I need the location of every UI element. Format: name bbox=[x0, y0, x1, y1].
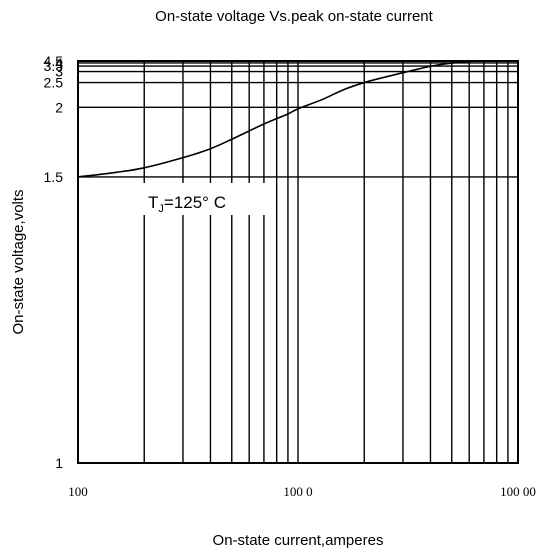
y-tick-label-5: 3.5 bbox=[44, 58, 64, 74]
x-tick-label-0: 100 bbox=[68, 484, 88, 499]
x-tick-label-1: 100 0 bbox=[283, 484, 312, 499]
annotation-rest: =125° C bbox=[164, 193, 226, 212]
x-tick-labels: 100 100 0 100 00 bbox=[68, 484, 536, 499]
annotation-background bbox=[140, 183, 268, 215]
junction-temperature-annotation: TJ=125° C bbox=[148, 193, 226, 215]
y-tick-label-1: 1.5 bbox=[44, 169, 64, 185]
y-tick-label-7: 4.5 bbox=[44, 53, 64, 69]
annotation-main: T bbox=[148, 193, 158, 212]
x-axis-label: On-state current,amperes bbox=[213, 532, 384, 549]
series-curve bbox=[77, 60, 477, 178]
y-tick-label-0: 1 bbox=[55, 455, 63, 471]
annotation-subscript: J bbox=[158, 203, 164, 215]
y-tick-label-2: 2 bbox=[55, 99, 63, 115]
y-tick-label-4: 3 bbox=[55, 64, 63, 80]
x-tick-label-2: 100 00 bbox=[500, 484, 536, 499]
y-tick-label-3: 2.5 bbox=[44, 75, 64, 91]
vertical-gridlines bbox=[143, 61, 509, 463]
y-tick-label-6: 4 bbox=[55, 55, 63, 71]
y-axis-label: On-state voltage,volts bbox=[10, 189, 27, 334]
horizontal-gridlines bbox=[78, 62, 518, 178]
y-tick-labels: 1 1.5 2 2.533.544.5 bbox=[44, 53, 64, 471]
chart-title: On-state voltage Vs.peak on-state curren… bbox=[155, 8, 433, 25]
plot-frame bbox=[77, 60, 519, 464]
